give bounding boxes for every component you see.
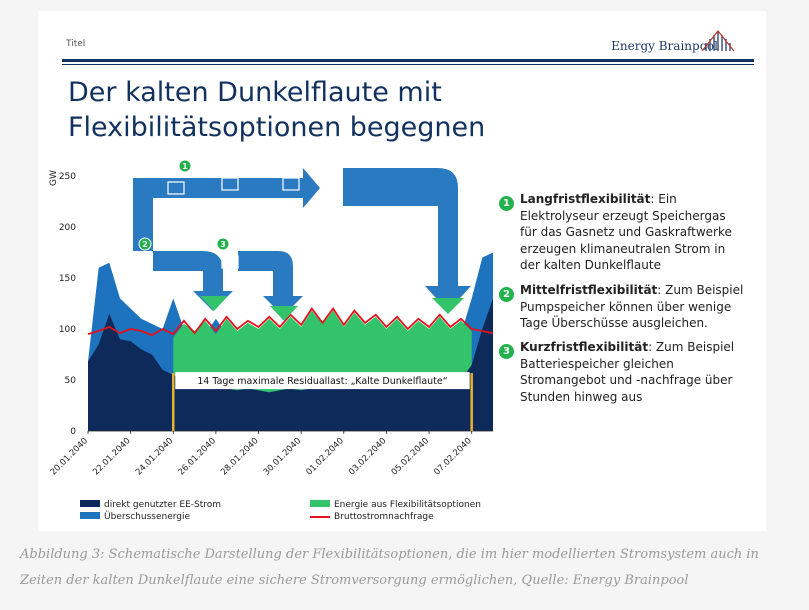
option-title-3: Kurzfristflexibilität [520,340,649,354]
brand-name: Energy Brainpool [611,39,718,53]
y-tick-label-5: 250 [59,172,76,182]
chart-badge-3 [216,237,230,251]
series-flex-band [173,310,472,393]
option-title-1: Langfristflexibilität [520,192,651,206]
battery-icon [221,255,239,269]
x-tick-label-7: 03.02.2040 [347,436,388,477]
annotation-box [175,372,470,390]
annotation-label: 14 Tage maximale Residuallast: „Kalte Du… [197,376,448,387]
title-line-2: Flexibilitätsoptionen begegnen [68,112,486,143]
y-tick-label-0: 0 [70,427,76,437]
option-badge-2: 2 [499,287,514,302]
arrow-head-2 [200,296,228,311]
arrow-head-1 [432,298,464,314]
y-tick-label-2: 100 [59,325,76,335]
page-title: Der kalten Dunkelflaute mit Flexibilität… [68,75,588,145]
arrow-long-term-down [343,168,471,311]
x-tick-label-5: 30.01.2040 [262,436,303,477]
series-demand-line [87,307,494,337]
x-tick-label-1: 22.01.2040 [91,436,132,477]
option-badge-3: 3 [499,344,514,359]
header-rule [62,59,754,62]
legend-swatch-demand [310,515,330,518]
x-tick-label-9: 07.02.2040 [432,436,473,477]
option-text-2: Mittelfristflexibilität: Zum Beispiel Pu… [520,282,745,332]
y-tick-label-1: 50 [65,376,77,386]
slide: Titel Energy Brainpool Der kalten Dunkel… [38,11,766,531]
x-tick-label-4: 28.01.2040 [219,436,260,477]
x-tick-label-0: 20.01.2040 [49,436,90,477]
option-body-1: : Ein Elektrolyseur erzeugt Speichergas … [520,192,732,272]
title-line-1: Der kalten Dunkelflaute mit [68,77,442,108]
header-rule-thin [62,64,754,65]
y-tick-label-3: 150 [59,274,76,284]
chart-badge-label-1: 1 [182,162,188,171]
network-icon [167,181,185,195]
x-tick-label-6: 01.02.2040 [304,436,345,477]
y-axis-label: GW [49,170,59,186]
legend-swatch-ee [80,500,100,507]
legend-label-ee: direkt genutzter EE-Strom [104,500,222,510]
legend-swatch-surplus [80,512,100,519]
chart-badge-1 [178,159,192,173]
x-tick-label-3: 26.01.2040 [177,436,218,477]
legend-label-demand: Bruttostromnachfrage [334,512,434,522]
legend-label-surplus: Überschussenergie [104,512,191,522]
brainpool-logo-icon [702,30,735,52]
option-body-2: : Zum Beispiel Pumpspeicher können über … [520,283,744,330]
arrow-long-term-top [133,168,320,251]
series-ee-area [88,298,493,431]
chart-badge-label-3: 3 [220,240,226,249]
chart-badge-2 [138,237,152,251]
chart-badge-label-2: 2 [142,240,148,249]
y-tick-label-4: 200 [59,223,76,233]
gas-storage-icon [282,177,300,191]
x-tick-label-8: 05.02.2040 [390,436,431,477]
arrow-head-3 [270,306,298,321]
gas-plant-icon [221,177,239,191]
arrow-short-term [238,251,303,316]
legend-label-flex: Energie aus Flexibilitätsoptionen [334,500,481,510]
option-badge-1: 1 [499,196,514,211]
pumped-storage-icon [133,255,151,269]
option-text-1: Langfristflexibilität: Ein Elektrolyseur… [520,191,745,274]
option-text-3: Kurzfristflexibilität: Zum Beispiel Batt… [520,339,745,405]
figure-caption: Abbildung 3: Schematische Darstellung de… [20,547,759,588]
legend-swatch-flex [310,500,330,507]
slide-label: Titel [66,39,86,49]
x-tick-label-2: 24.01.2040 [134,436,175,477]
option-title-2: Mittelfristflexibilität [520,283,658,297]
option-body-3: : Zum Beispiel Batteriespeicher gleichen… [520,340,735,404]
